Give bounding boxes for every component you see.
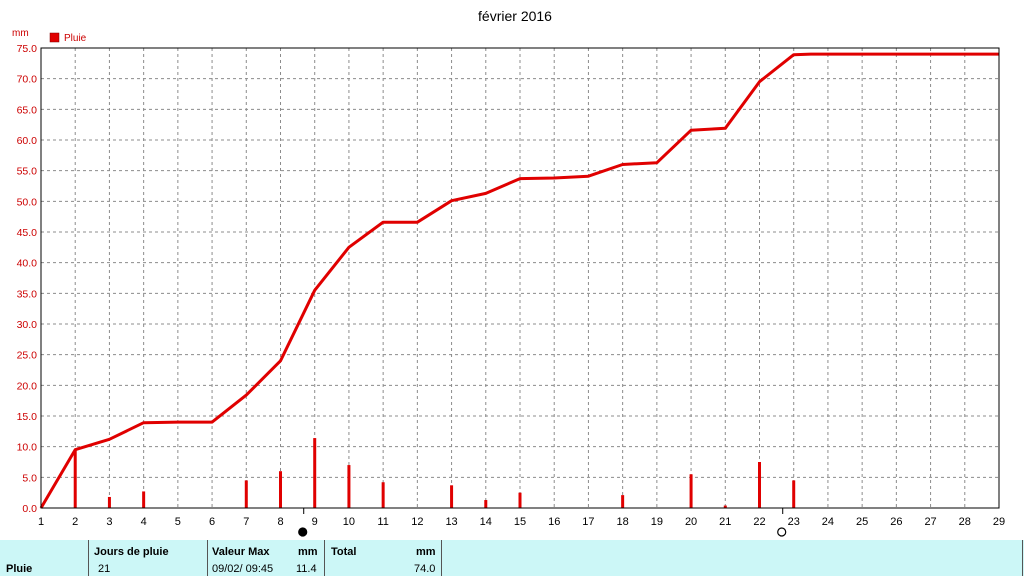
rain-bar xyxy=(381,482,385,508)
x-tick-label: 18 xyxy=(617,516,629,528)
cumulative-rain-line xyxy=(39,52,999,509)
y-tick-label: 50.0 xyxy=(17,196,38,208)
x-tick-label: 21 xyxy=(719,516,731,528)
x-tick-label: 14 xyxy=(480,516,492,528)
x-tick-label: 7 xyxy=(243,516,249,528)
cumulative-line xyxy=(39,52,999,509)
y-tick-label: 35.0 xyxy=(17,288,38,300)
rain-bar xyxy=(142,491,146,508)
divider xyxy=(207,540,208,576)
rain-bar xyxy=(518,492,522,508)
rain-bar xyxy=(723,505,727,508)
rain-bar xyxy=(450,485,454,508)
rain-bar xyxy=(621,495,625,508)
y-tick-label: 0.0 xyxy=(22,503,37,515)
x-tick-label: 5 xyxy=(175,516,181,528)
rain-bar xyxy=(107,496,111,508)
max-value: 11.4 xyxy=(296,563,317,575)
daily-rain-bars xyxy=(73,438,796,508)
rain-bar xyxy=(347,465,351,508)
summary-table: Pluie Jours de pluie 21 Valeur Max mm 09… xyxy=(0,540,1024,576)
y-tick-label: 40.0 xyxy=(17,258,38,270)
x-tick-label: 15 xyxy=(514,516,526,528)
rain-bar xyxy=(689,474,693,508)
rain-days-header: Jours de pluie xyxy=(94,546,169,558)
divider xyxy=(88,540,89,576)
max-unit: mm xyxy=(298,546,318,558)
rain-bar xyxy=(758,462,761,508)
x-tick-label: 4 xyxy=(141,516,147,528)
x-tick-label: 12 xyxy=(411,516,423,528)
x-tick-label: 9 xyxy=(312,516,318,528)
divider xyxy=(1022,540,1023,576)
x-tick-label: 16 xyxy=(548,516,560,528)
rain-chart: février 2016 mm Pluie 0.05.010.015.020.0… xyxy=(12,8,1005,537)
x-tick-label: 2 xyxy=(72,516,78,528)
divider xyxy=(324,540,325,576)
y-tick-label: 10.0 xyxy=(17,442,38,454)
x-tick-label: 8 xyxy=(277,516,283,528)
y-axis-unit: mm xyxy=(12,28,29,39)
y-tick-label: 20.0 xyxy=(17,380,38,392)
max-header: Valeur Max xyxy=(212,546,270,558)
x-axis-ticks: 1 2 3 4 5 6 7 8 9 10 11 12 13 14 15 16 17 18 19 20 21 22 23 24 2… xyxy=(38,516,1005,528)
x-tick-label: 26 xyxy=(890,516,902,528)
y-tick-label: 5.0 xyxy=(22,472,37,484)
moon-markers xyxy=(298,508,787,537)
rain-days-value: 21 xyxy=(98,563,111,575)
grid xyxy=(41,48,999,508)
total-unit: mm xyxy=(416,546,436,558)
x-tick-label: 3 xyxy=(106,516,112,528)
new-moon-marker xyxy=(777,527,787,537)
legend-swatch xyxy=(49,32,60,43)
x-tick-label: 11 xyxy=(377,516,388,528)
y-tick-label: 45.0 xyxy=(17,227,38,239)
y-tick-label: 75.0 xyxy=(17,43,38,55)
row-label: Pluie xyxy=(6,563,33,575)
chart-title: février 2016 xyxy=(478,8,552,24)
x-tick-label: 29 xyxy=(993,516,1005,528)
legend-label: Pluie xyxy=(64,33,87,44)
x-tick-label: 17 xyxy=(582,516,594,528)
x-tick-label: 22 xyxy=(753,516,765,528)
rain-bar xyxy=(244,480,248,508)
x-tick-label: 1 xyxy=(38,516,44,528)
x-tick-label: 13 xyxy=(445,516,457,528)
x-tick-label: 25 xyxy=(856,516,868,528)
x-tick-label: 10 xyxy=(343,516,355,528)
x-tick-label: 23 xyxy=(788,516,800,528)
x-tick-label: 28 xyxy=(959,516,971,528)
rain-bar xyxy=(792,480,796,508)
total-value: 74.0 xyxy=(414,563,436,575)
x-tick-label: 27 xyxy=(924,516,936,528)
divider xyxy=(441,540,442,576)
y-tick-label: 70.0 xyxy=(17,74,38,86)
x-tick-label: 20 xyxy=(685,516,697,528)
rain-bar xyxy=(73,449,77,508)
x-tick-label: 6 xyxy=(209,516,215,528)
y-tick-label: 30.0 xyxy=(17,319,38,331)
full-moon-marker xyxy=(298,527,308,537)
x-tick-label: 19 xyxy=(651,516,663,528)
plot-frame xyxy=(40,47,1000,509)
rain-bar xyxy=(484,500,488,508)
y-tick-label: 55.0 xyxy=(17,166,38,178)
rain-bar xyxy=(313,438,317,508)
y-tick-label: 65.0 xyxy=(17,104,38,116)
total-header: Total xyxy=(331,546,357,558)
y-tick-label: 15.0 xyxy=(17,411,38,423)
y-tick-label: 60.0 xyxy=(17,135,38,147)
rain-bar xyxy=(279,471,282,508)
y-tick-label: 25.0 xyxy=(17,350,38,362)
max-datetime: 09/02/ 09:45 xyxy=(212,563,274,575)
x-tick-label: 24 xyxy=(822,516,834,528)
y-axis-ticks: 0.0 5.0 10.0 15.0 20.0 25.0 30.0 35.0 40.0 45.0 50… xyxy=(17,43,38,515)
